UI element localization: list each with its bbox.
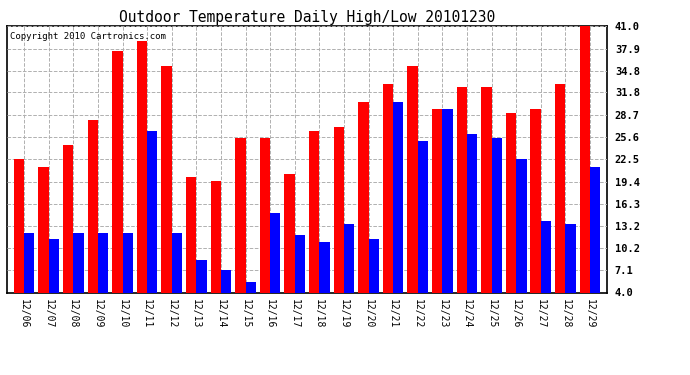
Bar: [417, 141, 428, 292]
Bar: [210, 181, 221, 292]
Bar: [516, 159, 526, 292]
Bar: [344, 224, 354, 292]
Title: Outdoor Temperature Daily High/Low 20101230: Outdoor Temperature Daily High/Low 20101…: [119, 10, 495, 25]
Bar: [172, 234, 182, 292]
Bar: [383, 84, 393, 292]
Bar: [491, 138, 502, 292]
Bar: [590, 166, 600, 292]
Bar: [98, 234, 108, 292]
Bar: [147, 130, 157, 292]
Bar: [197, 260, 207, 292]
Bar: [467, 134, 477, 292]
Bar: [24, 234, 34, 292]
Bar: [112, 51, 123, 292]
Bar: [506, 112, 516, 292]
Bar: [407, 66, 417, 292]
Bar: [457, 87, 467, 292]
Bar: [123, 234, 133, 292]
Bar: [137, 40, 147, 292]
Bar: [442, 109, 453, 292]
Bar: [63, 145, 73, 292]
Bar: [73, 234, 83, 292]
Bar: [358, 102, 368, 292]
Bar: [565, 224, 575, 292]
Bar: [88, 120, 98, 292]
Bar: [309, 130, 319, 292]
Text: Copyright 2010 Cartronics.com: Copyright 2010 Cartronics.com: [10, 32, 166, 40]
Bar: [186, 177, 197, 292]
Bar: [270, 213, 280, 292]
Bar: [235, 138, 246, 292]
Bar: [393, 102, 404, 292]
Bar: [541, 220, 551, 292]
Bar: [432, 109, 442, 292]
Bar: [284, 174, 295, 292]
Bar: [39, 166, 49, 292]
Bar: [161, 66, 172, 292]
Bar: [246, 282, 256, 292]
Bar: [260, 138, 270, 292]
Bar: [295, 235, 305, 292]
Bar: [49, 238, 59, 292]
Bar: [580, 26, 590, 292]
Bar: [221, 270, 231, 292]
Bar: [368, 238, 379, 292]
Bar: [481, 87, 491, 292]
Bar: [531, 109, 541, 292]
Bar: [14, 159, 24, 292]
Bar: [555, 84, 565, 292]
Bar: [319, 242, 330, 292]
Bar: [334, 127, 344, 292]
